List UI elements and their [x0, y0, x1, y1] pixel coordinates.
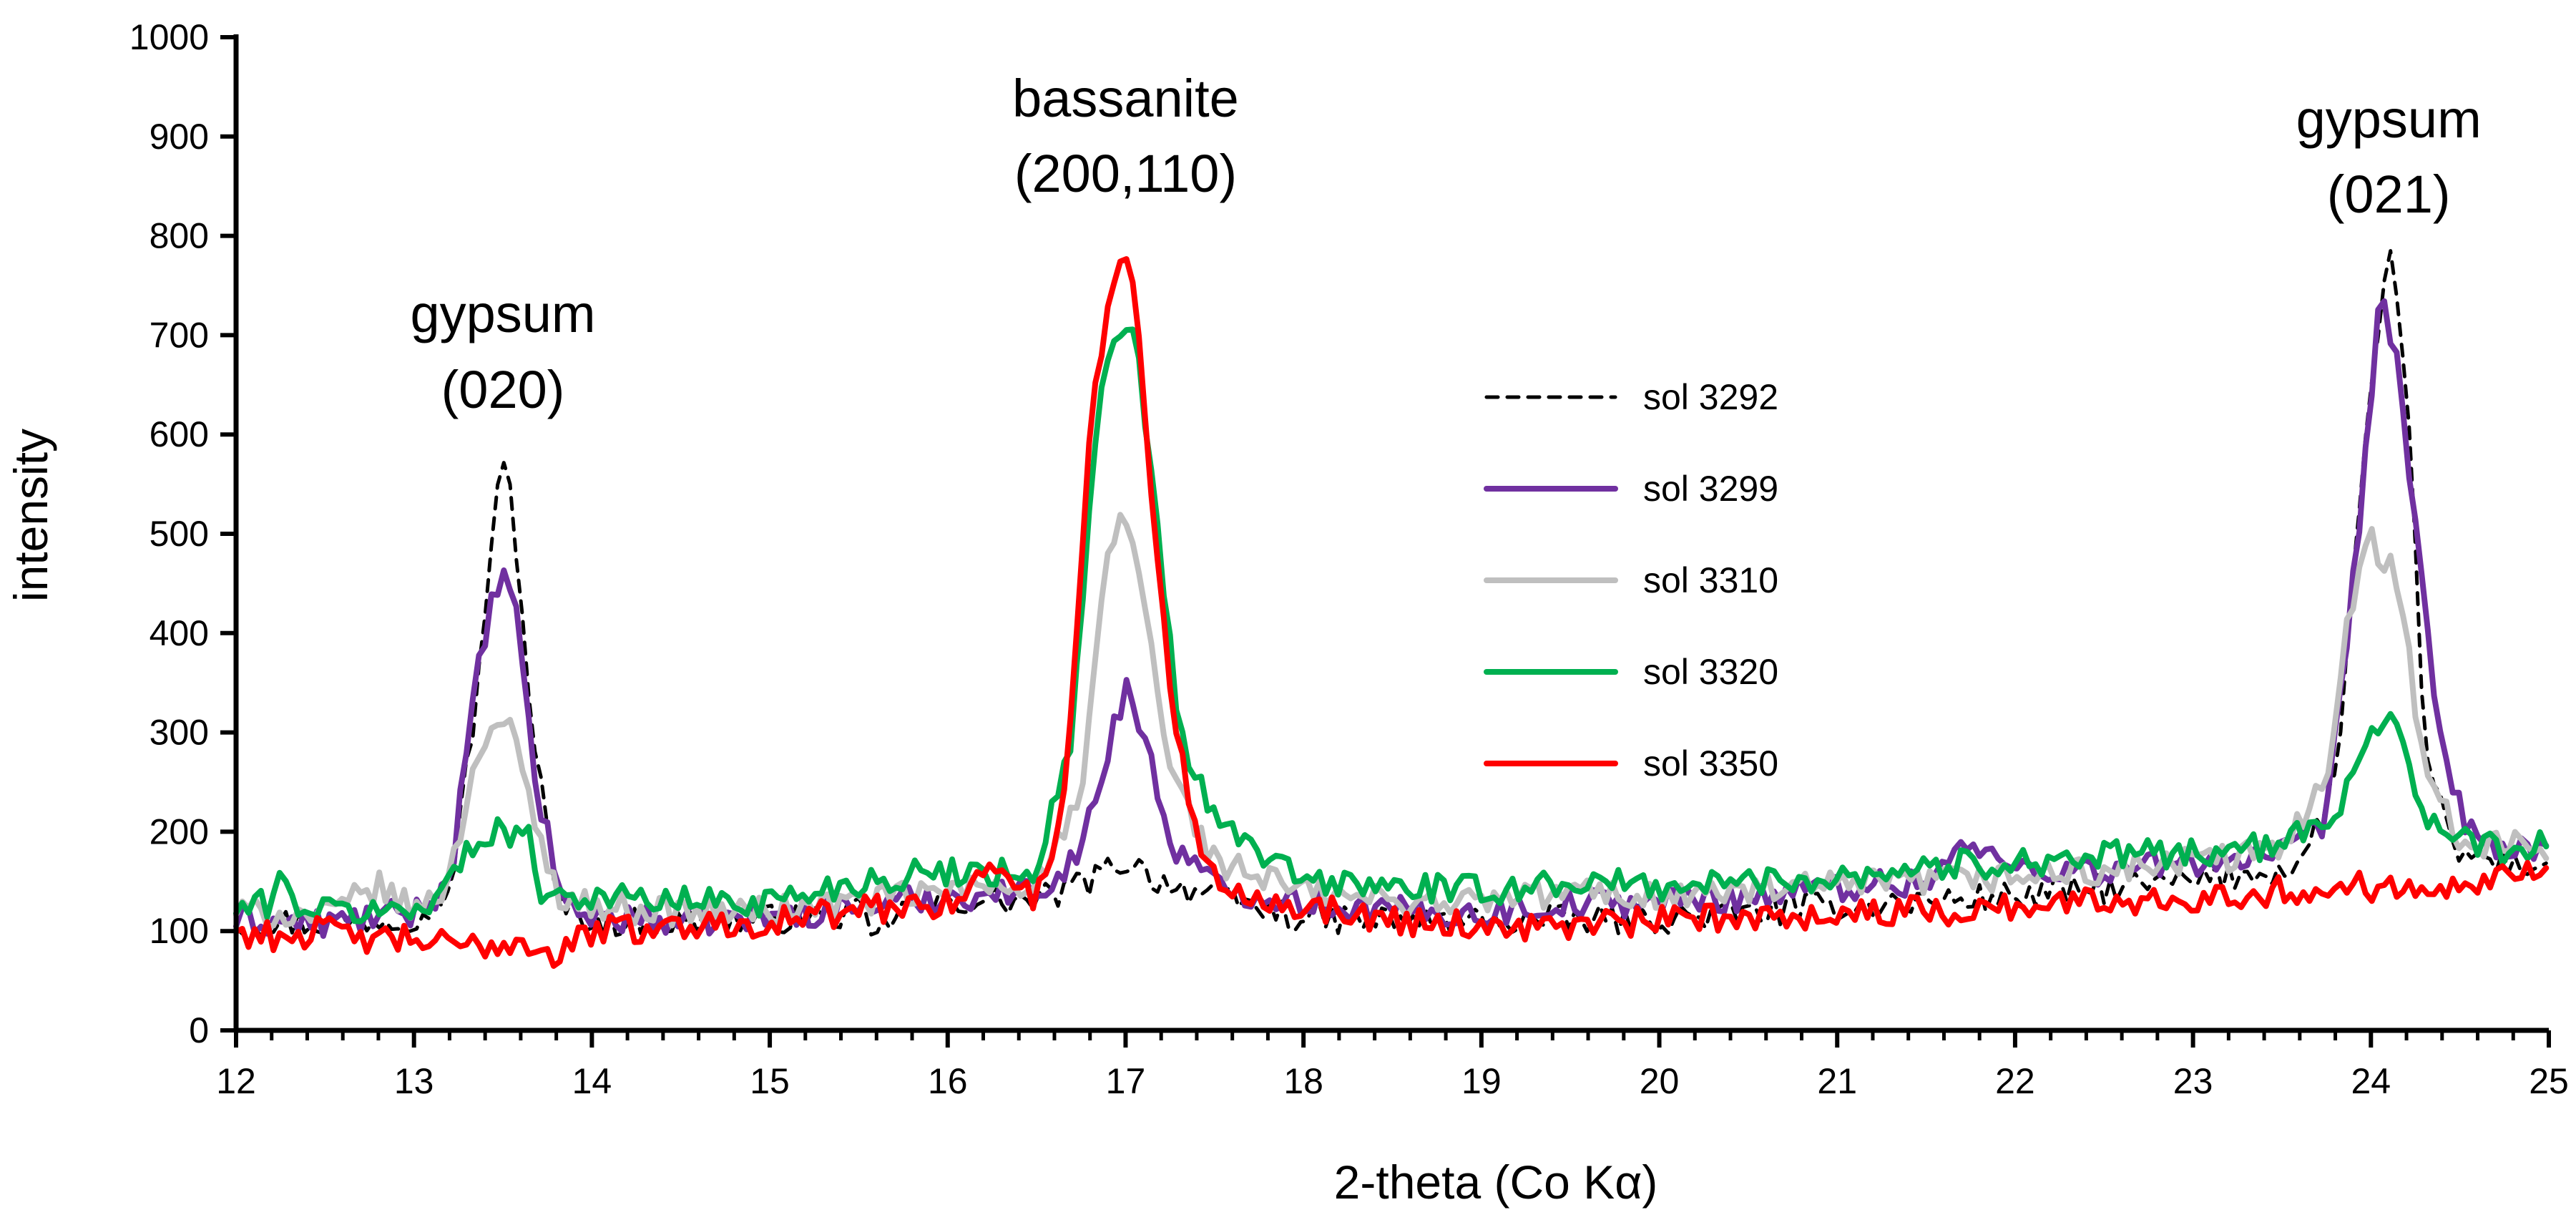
series-line-sol-3310: [233, 512, 2550, 929]
x-tick-label: 17: [1106, 1061, 1146, 1101]
legend-label: sol 3299: [1643, 469, 1778, 509]
x-tick-label: 21: [1817, 1061, 1857, 1101]
y-tick-label: 700: [150, 315, 209, 355]
series-line-sol-3292: [234, 249, 2548, 938]
y-tick-label: 200: [150, 811, 209, 851]
y-axis-title: intensity: [4, 429, 57, 602]
peak-annotation-phase: gypsum: [410, 284, 595, 343]
x-tick-label: 12: [216, 1061, 256, 1101]
y-tick-label: 400: [150, 613, 209, 653]
peak-annotation-index: (020): [441, 360, 565, 419]
peak-annotation-phase: bassanite: [1012, 69, 1239, 128]
y-tick-label: 1000: [129, 17, 209, 57]
series-line-sol-3299: [233, 298, 2550, 940]
annotation-layer: gypsum (020) bassanite (200,110) gypsum (021): [410, 69, 2481, 419]
x-tick-label: 20: [1640, 1061, 1680, 1101]
legend-label: sol 3320: [1643, 652, 1778, 692]
x-tick-label: 25: [2529, 1061, 2569, 1101]
x-tick-label: 24: [2351, 1061, 2391, 1101]
series-line-sol-3350: [233, 256, 2550, 969]
x-tick-label: 19: [1461, 1061, 1502, 1101]
x-tick-label: 15: [750, 1061, 790, 1101]
series-layer: [233, 249, 2550, 969]
legend-label: sol 3350: [1643, 743, 1778, 784]
peak-annotation-phase: gypsum: [2296, 89, 2482, 149]
y-tick-label: 100: [150, 911, 209, 951]
x-tick-label: 16: [928, 1061, 968, 1101]
y-tick-label: 0: [189, 1010, 209, 1050]
axes-layer: 0 100 200 300 400 500 600 700 800 900 1000 12 13 14 15…: [129, 17, 2569, 1101]
y-tick-label: 500: [150, 514, 209, 554]
y-tick-label: 300: [150, 713, 209, 753]
legend-label: sol 3292: [1643, 377, 1778, 417]
peak-annotation-index: (021): [2327, 165, 2451, 224]
y-tick-label: 900: [150, 117, 209, 157]
y-tick-label: 600: [150, 414, 209, 454]
series-line-sol-3320: [233, 326, 2550, 924]
legend-label: sol 3310: [1643, 560, 1778, 600]
x-tick-label: 13: [394, 1061, 434, 1101]
y-tick-label: 800: [150, 216, 209, 256]
x-tick-label: 14: [572, 1061, 612, 1101]
legend: sol 3292 sol 3299 sol 3310 sol 3320 sol 3350: [1484, 377, 1778, 784]
peak-annotation-index: (200,110): [1014, 144, 1237, 203]
x-axis-title: 2-theta (Co Kα): [1334, 1156, 1658, 1209]
x-tick-label: 18: [1283, 1061, 1323, 1101]
x-tick-label: 23: [2173, 1061, 2213, 1101]
x-tick-label: 22: [1995, 1061, 2035, 1101]
